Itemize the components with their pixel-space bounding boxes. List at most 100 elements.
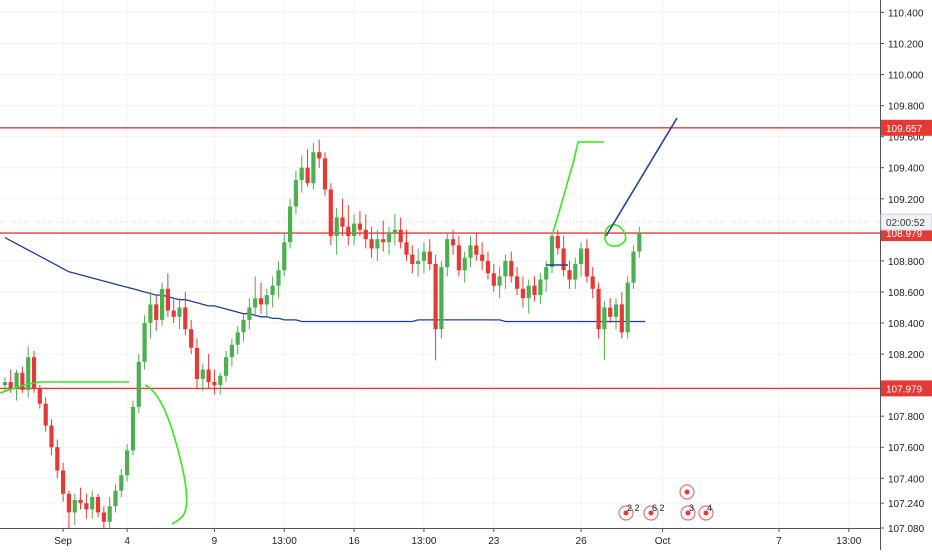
event-flag-icon[interactable] [679, 484, 695, 500]
candle-body [212, 382, 217, 386]
candle-body [381, 239, 386, 243]
candle [299, 155, 304, 193]
green-curve-left[interactable] [144, 384, 188, 525]
candle [293, 170, 298, 215]
price-level-tag-label: 107.979 [886, 384, 923, 395]
candle-body [619, 304, 624, 333]
candle [282, 232, 287, 277]
event-flag-icon[interactable]: 6 2 [643, 503, 665, 521]
candle-body [299, 167, 304, 181]
event-dot [648, 510, 654, 516]
candle-body [282, 242, 287, 271]
candle [160, 282, 165, 327]
candle [544, 260, 549, 292]
candle [101, 506, 106, 528]
candle-body [55, 447, 60, 471]
event-flag-icon[interactable]: 3 [680, 503, 696, 521]
candle-body [334, 217, 339, 236]
candle-body [61, 470, 66, 494]
time-tick-label: 9 [212, 536, 218, 547]
candle-body [526, 285, 531, 299]
time-tick-label: 26 [576, 536, 588, 547]
candle [212, 369, 217, 395]
candle [66, 490, 71, 528]
candle-body [561, 248, 566, 271]
candle-body [130, 406, 136, 451]
candle-body [288, 206, 293, 243]
candle-body [26, 357, 31, 390]
candle-body [375, 239, 380, 249]
candle-body [456, 245, 461, 271]
event-flag-icon[interactable]: 2 2 [618, 503, 640, 521]
candle [270, 276, 275, 308]
candle-body [352, 223, 357, 236]
candle [241, 313, 246, 342]
time-tick-label: 16 [349, 536, 361, 547]
candle [584, 239, 589, 283]
candle [637, 226, 642, 258]
candle [119, 468, 124, 497]
candle [619, 291, 624, 339]
candle [427, 239, 432, 271]
candle-body [2, 382, 7, 386]
candle [189, 319, 194, 355]
candle-body [416, 260, 421, 264]
candle [567, 260, 572, 289]
candle-body [305, 167, 310, 184]
candle-body [485, 260, 491, 274]
price-axis[interactable]: 110.400 110.200 110.000 109.800 109.600 109.4… [880, 0, 932, 550]
candle [573, 257, 578, 289]
candle [526, 279, 531, 314]
candle-body [311, 152, 316, 184]
candle [328, 183, 333, 246]
candle [171, 299, 176, 324]
candle [130, 400, 136, 456]
candle [456, 236, 461, 277]
candle-body [107, 506, 112, 522]
projection-line[interactable] [605, 117, 678, 237]
candle [218, 372, 223, 395]
candle [398, 217, 403, 249]
candle-body [160, 288, 165, 320]
candle-body [491, 273, 496, 286]
event-dot [623, 510, 629, 516]
candle-body [468, 245, 473, 258]
candle-body [8, 382, 13, 389]
event-flag-icon[interactable]: 4 [698, 503, 714, 521]
price-level-tag-label: 108.979 [886, 229, 923, 240]
candle-body [631, 251, 636, 283]
candle [421, 242, 427, 274]
green-curve-top[interactable] [552, 141, 604, 233]
candle-body [49, 425, 54, 448]
candle [194, 338, 200, 389]
time-tick-label: Oct [655, 536, 671, 547]
candle-body [538, 279, 543, 295]
candle [322, 152, 328, 196]
price-tick-label: 110.000 [888, 71, 924, 82]
time-axis[interactable]: Sep 4 9 13:00 16 13:00 23 26 Oct 7 13:00 [0, 528, 880, 550]
green-trend-line[interactable] [0, 381, 129, 394]
candle [37, 385, 42, 409]
green-loop[interactable] [604, 223, 627, 247]
event-markers[interactable]: 2 2 6 2 3 4 [618, 484, 714, 521]
moving-average [4, 237, 646, 323]
candle [346, 204, 351, 246]
candle [26, 346, 31, 398]
candle-body [398, 229, 403, 243]
time-tick-label: 23 [488, 536, 500, 547]
candle [340, 198, 345, 237]
candle-body [101, 512, 106, 522]
candle-body [386, 232, 392, 243]
price-tick-label: 108.200 [888, 350, 925, 361]
candle [55, 439, 60, 479]
event-count: 4 [707, 503, 712, 513]
candle [78, 487, 83, 510]
candles [2, 139, 642, 528]
candle-body [258, 298, 264, 305]
candle-body [218, 375, 223, 386]
price-tick-label: 108.400 [888, 319, 925, 330]
candle-body [241, 319, 246, 333]
candle [363, 214, 368, 249]
